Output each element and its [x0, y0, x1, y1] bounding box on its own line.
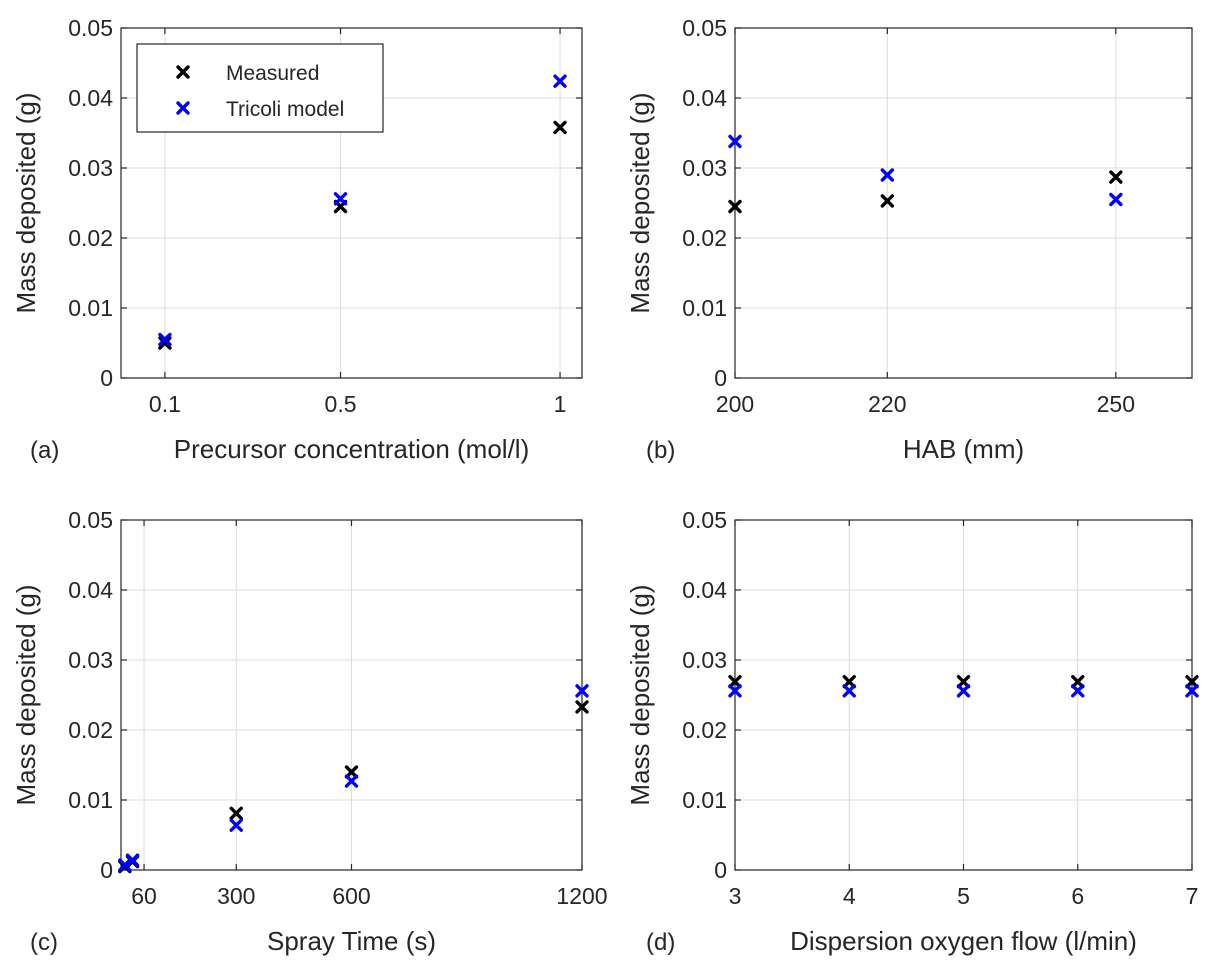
- x-tick-label: 0.5: [325, 391, 357, 417]
- data-point-measured: [1109, 170, 1123, 184]
- x-tick-label: 200: [716, 391, 754, 417]
- y-tick-label: 0: [100, 857, 113, 883]
- legend-label: Measured: [226, 62, 319, 85]
- panel-label: (b): [646, 437, 675, 464]
- x-tick-label: 600: [332, 883, 370, 909]
- data-point-tricoli-model: [575, 684, 589, 698]
- data-point-measured: [728, 675, 742, 689]
- y-tick-label: 0: [714, 365, 727, 391]
- x-tick-label: 220: [868, 391, 906, 417]
- data-point-tricoli-model: [880, 168, 895, 182]
- x-tick-label: 6: [1071, 883, 1084, 909]
- data-point-tricoli-model: [728, 684, 742, 698]
- data-point-measured: [553, 120, 567, 135]
- y-tick-label: 0.03: [68, 647, 113, 673]
- legend: Measured Tricoli model: [136, 43, 384, 133]
- y-axis-label: Mass deposited (g): [625, 92, 655, 313]
- data-point-tricoli-model: [118, 858, 132, 872]
- data-point-measured: [229, 806, 243, 820]
- data-point-tricoli-model: [229, 818, 243, 832]
- y-tick-label: 0.02: [682, 717, 727, 743]
- panel-a: 0 0.01 0.02 0.03 0.04 0.05 0.1 0.5 1 Precursor co…: [11, 15, 583, 464]
- x-tick-label: 250: [1097, 391, 1135, 417]
- data-point-tricoli-model: [1109, 192, 1123, 207]
- data-point-tricoli-model: [1185, 684, 1199, 698]
- y-tick-label: 0.05: [682, 15, 727, 41]
- data-point-tricoli-model: [728, 134, 742, 149]
- x-axis-label: Spray Time (s): [267, 926, 436, 956]
- y-tick-label: 0.04: [682, 85, 727, 111]
- data-point-measured: [728, 199, 742, 214]
- y-tick-label: 0.03: [68, 155, 113, 181]
- y-tick-label: 0.01: [68, 295, 113, 321]
- data-point-tricoli-model: [158, 332, 172, 347]
- y-tick-label: 0.02: [68, 225, 113, 251]
- plot-frame: [734, 27, 1193, 379]
- x-tick-label: 5: [957, 883, 970, 909]
- data-point-tricoli-model: [333, 192, 348, 206]
- y-tick-label: 0.02: [682, 225, 727, 251]
- x-axis-label: HAB (mm): [903, 434, 1024, 464]
- data-point-tricoli-model: [344, 774, 359, 788]
- panel-label: (c): [30, 929, 58, 956]
- y-tick-label: 0.01: [682, 295, 727, 321]
- data-point-tricoli-model: [125, 853, 140, 867]
- y-tick-label: 0.05: [68, 15, 113, 41]
- y-tick-label: 0: [100, 365, 113, 391]
- panel-b: 0 0.01 0.02 0.03 0.04 0.05 200 220 250 HAB (mm) Ma…: [625, 15, 1193, 464]
- data-point-measured: [956, 675, 971, 689]
- y-tick-label: 0.01: [682, 787, 727, 813]
- x-tick-label: 1200: [556, 883, 607, 909]
- data-point-tricoli-model: [553, 74, 567, 88]
- y-axis-label: Mass deposited (g): [625, 584, 655, 805]
- y-axis-label: Mass deposited (g): [11, 584, 41, 805]
- y-tick-label: 0.04: [682, 577, 727, 603]
- panel-label: (d): [646, 929, 675, 956]
- x-axis-label: Precursor concentration (mol/l): [174, 434, 529, 464]
- y-tick-label: 0.05: [68, 507, 113, 533]
- data-point-measured: [880, 194, 895, 208]
- legend-marker: [176, 101, 190, 115]
- y-tick-label: 0.05: [682, 507, 727, 533]
- y-axis-label: Mass deposited (g): [11, 92, 41, 313]
- data-point-measured: [1071, 675, 1085, 689]
- data-point-measured: [158, 336, 172, 350]
- x-tick-label: 60: [131, 883, 157, 909]
- data-point-tricoli-model: [956, 684, 971, 698]
- x-tick-label: 7: [1186, 883, 1199, 909]
- y-tick-label: 0.03: [682, 647, 727, 673]
- y-tick-label: 0.03: [682, 155, 727, 181]
- panel-c: 0 0.01 0.02 0.03 0.04 0.05 60 300 600 1200 Spray T…: [11, 507, 608, 956]
- plot-frame: [120, 27, 583, 379]
- data-point-measured: [344, 765, 359, 779]
- data-point-measured: [1185, 675, 1199, 689]
- y-tick-label: 0: [714, 857, 727, 883]
- x-axis-label: Dispersion oxygen flow (l/min): [790, 926, 1137, 956]
- y-tick-label: 0.04: [68, 577, 113, 603]
- y-tick-label: 0.02: [68, 717, 113, 743]
- panel-d: 0 0.01 0.02 0.03 0.04 0.05 3 4 5 6 7 Dispersion oxy…: [625, 507, 1199, 956]
- legend-label: Tricoli model: [226, 98, 344, 121]
- legend-marker: [176, 65, 190, 79]
- x-tick-label: 300: [217, 883, 255, 909]
- y-tick-label: 0.01: [68, 787, 113, 813]
- legend-box: [136, 43, 384, 133]
- x-tick-label: 3: [729, 883, 742, 909]
- x-tick-label: 4: [843, 883, 856, 909]
- x-tick-label: 1: [554, 391, 567, 417]
- y-tick-label: 0.04: [68, 85, 113, 111]
- panel-label: (a): [30, 437, 59, 464]
- x-tick-label: 0.1: [149, 391, 181, 417]
- data-point-tricoli-model: [1071, 684, 1085, 698]
- data-point-measured: [575, 700, 589, 714]
- data-point-measured: [842, 675, 856, 689]
- data-point-tricoli-model: [842, 684, 856, 698]
